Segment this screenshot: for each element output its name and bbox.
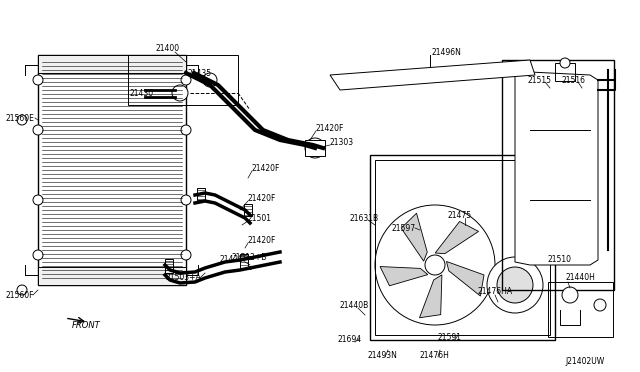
Text: 21475: 21475 <box>448 211 472 219</box>
Circle shape <box>181 75 191 85</box>
Bar <box>244 204 252 216</box>
Circle shape <box>425 255 445 275</box>
Text: 21510: 21510 <box>548 256 572 264</box>
Circle shape <box>203 73 217 87</box>
Circle shape <box>33 125 43 135</box>
Text: 21440H: 21440H <box>565 273 595 282</box>
Circle shape <box>594 299 606 311</box>
Circle shape <box>560 58 570 68</box>
Bar <box>38 55 186 73</box>
Text: 21597: 21597 <box>392 224 416 232</box>
Text: 21420F: 21420F <box>220 256 248 264</box>
Text: 21420F: 21420F <box>248 235 276 244</box>
Text: 21512+B: 21512+B <box>232 253 268 263</box>
Text: 21516: 21516 <box>562 76 586 84</box>
Circle shape <box>172 85 188 101</box>
Text: 21694: 21694 <box>338 336 362 344</box>
Polygon shape <box>330 60 535 90</box>
Circle shape <box>562 287 578 303</box>
Circle shape <box>33 250 43 260</box>
Bar <box>165 259 173 273</box>
Bar <box>38 267 186 285</box>
Bar <box>38 55 186 285</box>
Bar <box>305 140 325 156</box>
Bar <box>128 55 238 105</box>
Bar <box>375 160 550 335</box>
Circle shape <box>181 195 191 205</box>
Text: 21503+A: 21503+A <box>165 273 201 282</box>
Circle shape <box>33 195 43 205</box>
Circle shape <box>305 138 325 158</box>
Bar <box>370 155 555 340</box>
Text: 21496N: 21496N <box>432 48 462 57</box>
Circle shape <box>17 285 27 295</box>
Text: 21591: 21591 <box>438 334 462 343</box>
Text: 21560F: 21560F <box>5 291 33 299</box>
Text: 21560E: 21560E <box>5 113 34 122</box>
Text: 21435: 21435 <box>188 68 212 77</box>
Bar <box>197 188 205 200</box>
Text: 21430: 21430 <box>130 89 154 97</box>
Bar <box>502 60 614 290</box>
Text: 21515: 21515 <box>528 76 552 84</box>
Text: J21402UW: J21402UW <box>565 357 604 366</box>
Text: 21631B: 21631B <box>350 214 379 222</box>
Circle shape <box>33 75 43 85</box>
Text: 21476HA: 21476HA <box>478 288 513 296</box>
Text: 21420F: 21420F <box>248 193 276 202</box>
Circle shape <box>181 250 191 260</box>
Text: 21303: 21303 <box>330 138 354 147</box>
Text: 21420F: 21420F <box>252 164 280 173</box>
Circle shape <box>181 125 191 135</box>
Polygon shape <box>515 72 598 265</box>
Polygon shape <box>419 275 442 318</box>
Bar <box>555 63 575 81</box>
Circle shape <box>17 115 27 125</box>
Polygon shape <box>447 262 484 296</box>
Bar <box>240 254 248 268</box>
Text: 21493N: 21493N <box>368 350 398 359</box>
Polygon shape <box>401 213 428 261</box>
Text: 21400: 21400 <box>155 44 179 52</box>
Bar <box>548 282 613 337</box>
Text: 21440B: 21440B <box>340 301 369 310</box>
Text: 21501: 21501 <box>248 214 272 222</box>
Text: FRONT: FRONT <box>72 321 100 330</box>
Polygon shape <box>435 221 479 254</box>
Text: 21420F: 21420F <box>316 124 344 132</box>
Circle shape <box>497 267 533 303</box>
Text: 21476H: 21476H <box>420 350 450 359</box>
Circle shape <box>487 257 543 313</box>
Polygon shape <box>380 267 428 286</box>
